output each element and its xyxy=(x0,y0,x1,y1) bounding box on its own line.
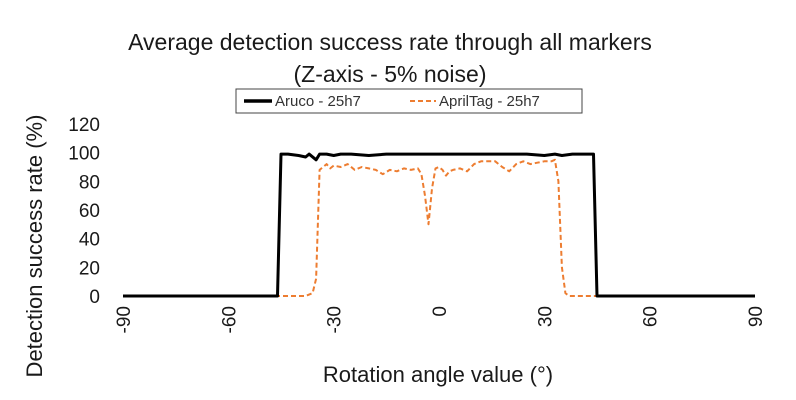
legend-label-aruco: Aruco - 25h7 xyxy=(275,93,361,110)
y-tick-label: 100 xyxy=(68,144,100,165)
y-tick-label: 120 xyxy=(68,115,100,136)
x-tick-label: 60 xyxy=(641,306,662,327)
x-tick-label: -30 xyxy=(325,306,346,333)
plot-area: 0 20 40 60 80 100 120 -90 -60 -30 0 30 60 90 xyxy=(68,115,767,333)
x-tick-label: 90 xyxy=(746,306,767,327)
x-axis-label: Rotation angle value (°) xyxy=(323,362,553,387)
y-tick-label: 80 xyxy=(79,172,100,193)
chart-subtitle: (Z-axis - 5% noise) xyxy=(294,61,487,87)
legend-label-apriltag: AprilTag - 25h7 xyxy=(439,93,540,110)
y-tick-label: 0 xyxy=(89,287,100,308)
series-line-aruco xyxy=(123,152,755,298)
x-tick-label: 30 xyxy=(535,306,556,327)
y-tick-label: 40 xyxy=(79,230,100,251)
x-tick-label: -60 xyxy=(219,306,240,333)
x-tick-label: -90 xyxy=(114,306,135,333)
series-line-apriltag xyxy=(123,158,755,297)
y-tick-label: 60 xyxy=(79,201,100,222)
legend: Aruco - 25h7 AprilTag - 25h7 xyxy=(235,88,583,114)
y-tick-label: 20 xyxy=(79,258,100,279)
legend-box xyxy=(235,88,583,114)
x-tick-label: 0 xyxy=(430,306,451,317)
y-axis-label: Detection success rate (%) xyxy=(22,115,47,378)
chart-title: Average detection success rate through a… xyxy=(128,29,652,55)
